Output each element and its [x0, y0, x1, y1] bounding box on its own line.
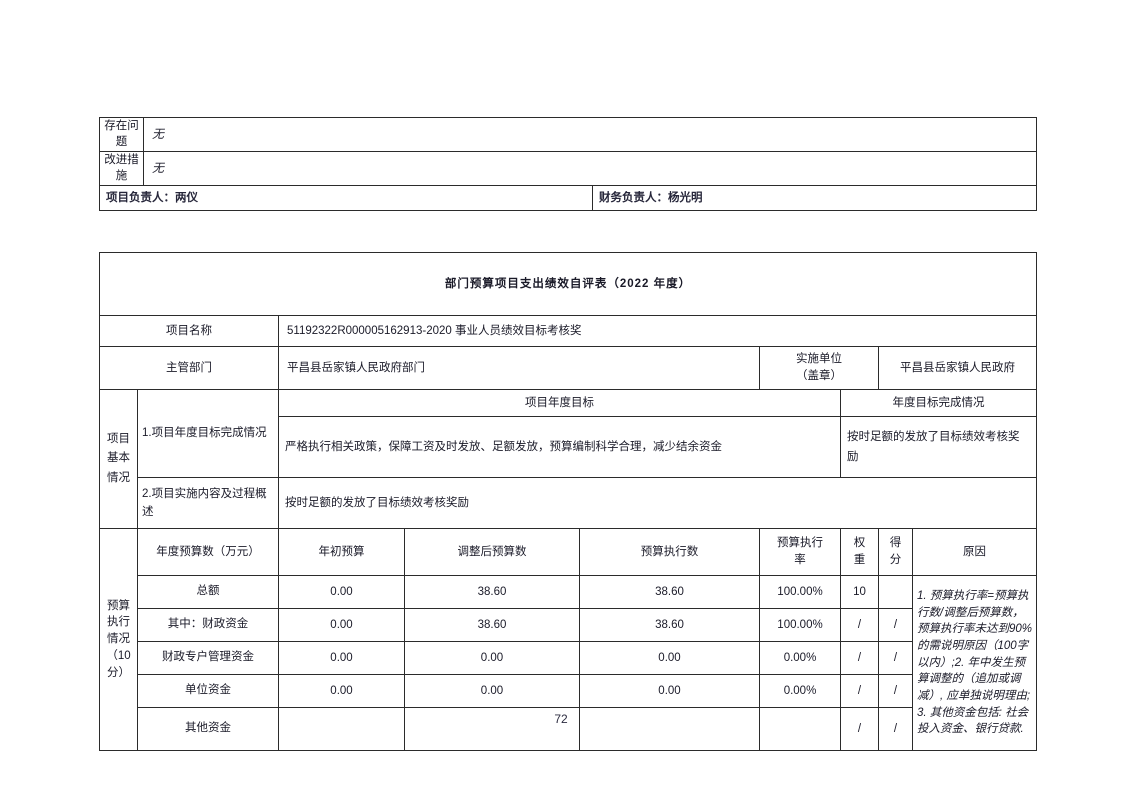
table-row-project-name: 项目名称 51192322R000005162913-2020 事业人员绩效目标… — [99, 315, 1038, 347]
table-row: 单位资金 0.00 0.00 0.00 0.00% / / — [100, 674, 1037, 708]
table-row-supervisor: 主管部门 平昌县岳家镇人民政府部门 实施单位 （盖章） 平昌县岳家镇人民政府 — [99, 346, 1038, 390]
project-name-value: 51192322R000005162913-2020 事业人员绩效目标考核奖 — [277, 315, 1038, 347]
budget-row-name: 其中：财政资金 — [137, 608, 279, 642]
table-row: 其中：财政资金 0.00 38.60 38.60 100.00% / / — [100, 608, 1037, 642]
implementing-unit-label-line2: （盖章） — [796, 370, 842, 382]
supervisor-value: 平昌县岳家镇人民政府部门 — [278, 346, 760, 390]
table-row-signatures: 项目负责人：两仪 财务负责人：杨光明 — [99, 185, 1038, 212]
budget-header-reason: 原因 — [911, 528, 1038, 576]
budget-row-rate — [759, 707, 841, 751]
budget-row-executed: 0.00 — [579, 641, 760, 675]
annual-goal-text: 严格执行相关政策，保障工资及时发放、足额发放，预算编制科学合理，减少结余资金 — [278, 416, 841, 478]
budget-row-name: 总额 — [137, 575, 279, 609]
budget-row-score — [878, 575, 913, 609]
existing-problems-label: 存在问题 — [99, 116, 144, 153]
budget-side-label-line4: （10 — [106, 649, 131, 662]
budget-row-weight: / — [840, 674, 879, 708]
budget-row-initial: 0.00 — [278, 575, 405, 609]
budget-row-name: 单位资金 — [137, 674, 279, 708]
performance-self-evaluation-table: 部门预算项目支出绩效自评表（2022 年度） 项目名称 51192322R000… — [98, 252, 1038, 751]
implementing-unit-label-line1: 实施单位 — [796, 352, 842, 365]
continuation-table: 存在问题 无 改进措施 无 项目负责人：两仪 财务负责人：杨光明 — [99, 116, 1038, 212]
table-row-implementation-summary: 2.项目实施内容及过程概述 按时足额的发放了目标绩效考核奖励 — [100, 477, 1038, 529]
annual-goal-header: 项目年度目标 — [278, 389, 841, 417]
budget-side-label-line3: 情况 — [107, 633, 130, 646]
budget-header-score: 得 分 — [878, 528, 913, 576]
budget-reason-text: 1. 预算执行率=预算执行数/调整后预算数，预算执行率未达到90%的需说明原因（… — [911, 575, 1038, 751]
budget-row-adjusted — [404, 707, 580, 751]
implementing-unit-label: 实施单位 （盖章） — [759, 346, 879, 390]
implementation-summary-label: 2.项目实施内容及过程概述 — [137, 477, 279, 529]
budget-row-adjusted: 38.60 — [404, 608, 580, 642]
budget-row-rate: 100.00% — [759, 608, 841, 642]
budget-row-weight: / — [840, 641, 879, 675]
budget-row-initial: 0.00 — [278, 641, 405, 675]
implementation-summary-text: 按时足额的发放了目标绩效考核奖励 — [277, 477, 1038, 529]
budget-row-rate: 0.00% — [759, 641, 841, 675]
budget-row-score: / — [878, 707, 913, 751]
budget-header-adjusted: 调整后预算数 — [404, 528, 580, 576]
implementing-unit-value: 平昌县岳家镇人民政府 — [877, 346, 1038, 390]
table-row-basic-info-content: 严格执行相关政策，保障工资及时发放、足额发放，预算编制科学合理，减少结余资金 按… — [100, 416, 1038, 478]
budget-header-initial: 年初预算 — [278, 528, 405, 576]
budget-header-annual-amount: 年度预算数（万元） — [137, 528, 279, 576]
budget-row-rate: 0.00% — [759, 674, 841, 708]
annual-completion-text: 按时足额的发放了目标绩效考核奖励 — [839, 416, 1038, 478]
budget-side-label-line5: 分） — [107, 666, 130, 679]
table-row: 其他资金 / / — [100, 707, 1037, 751]
budget-side-label-line1: 预算 — [107, 599, 130, 612]
budget-row-score: / — [878, 641, 913, 675]
table-row-improvement-measures: 改进措施 无 — [99, 151, 1038, 187]
basic-info-side-label-line2: 基本 — [107, 452, 130, 465]
budget-row-executed: 0.00 — [579, 674, 760, 708]
table-row-existing-problems: 存在问题 无 — [99, 116, 1038, 153]
budget-header-exec-rate: 预算执行 率 — [759, 528, 841, 576]
project-lead-signature: 项目负责人：两仪 — [99, 185, 593, 212]
improvement-measures-value: 无 — [142, 151, 1038, 187]
budget-side-label-line2: 执行 — [107, 616, 130, 629]
budget-row-initial — [278, 707, 405, 751]
table-row-basic-info-headers: 项目 基本 情况 1.项目年度目标完成情况 项目年度目标 年度目标完成情况 — [99, 389, 1038, 529]
budget-header-weight-line2: 重 — [853, 554, 866, 566]
budget-header-exec-rate-line1: 预算执行 — [777, 536, 823, 549]
budget-row-executed: 38.60 — [579, 575, 760, 609]
existing-problems-value: 无 — [142, 116, 1038, 153]
budget-header-score-line2: 分 — [889, 554, 902, 566]
budget-header-score-line1: 得 — [889, 536, 902, 549]
finance-lead-signature: 财务负责人：杨光明 — [591, 185, 1038, 212]
budget-header-executed: 预算执行数 — [579, 528, 760, 576]
budget-row-adjusted: 38.60 — [404, 575, 580, 609]
table-row-title: 部门预算项目支出绩效自评表（2022 年度） — [98, 252, 1038, 316]
table-row: 总额 0.00 38.60 38.60 100.00% 10 1. 预算执行率=… — [100, 575, 1038, 751]
supervisor-label: 主管部门 — [99, 346, 279, 390]
budget-row-score: / — [878, 674, 913, 708]
budget-header-exec-rate-line2: 率 — [794, 554, 806, 566]
budget-row-initial: 0.00 — [278, 608, 405, 642]
budget-row-adjusted: 0.00 — [404, 674, 580, 708]
budget-row-score: / — [878, 608, 913, 642]
project-name-label: 项目名称 — [99, 315, 279, 347]
budget-row-rate: 100.00% — [759, 575, 841, 609]
annual-completion-header: 年度目标完成情况 — [839, 389, 1038, 417]
page-number: 72 — [554, 712, 568, 726]
basic-info-side-label-line3: 情况 — [107, 471, 130, 484]
page-title: 部门预算项目支出绩效自评表（2022 年度） — [98, 252, 1038, 316]
improvement-measures-label: 改进措施 — [99, 151, 144, 187]
basic-info-side-label: 项目 基本 情况 — [99, 389, 138, 529]
budget-row-executed: 38.60 — [579, 608, 760, 642]
budget-row-weight: 10 — [840, 575, 879, 609]
budget-header-weight: 权 重 — [840, 528, 879, 576]
budget-row-adjusted: 0.00 — [404, 641, 580, 675]
basic-info-row1-label: 1.项目年度目标完成情况 — [137, 389, 279, 478]
basic-info-side-label-line1: 项目 — [107, 432, 130, 445]
budget-row-executed — [579, 707, 760, 751]
budget-header-weight-line1: 权 — [853, 536, 866, 549]
budget-row-weight: / — [840, 608, 879, 642]
table-row: 财政专户管理资金 0.00 0.00 0.00 0.00% / / — [100, 641, 1037, 675]
budget-row-initial: 0.00 — [278, 674, 405, 708]
budget-row-name: 财政专户管理资金 — [137, 641, 279, 675]
table-row-budget-headers: 预算 执行 情况 （10 分） 年度预算数（万元） 年初预算 调整后预算数 预算… — [99, 528, 1038, 751]
